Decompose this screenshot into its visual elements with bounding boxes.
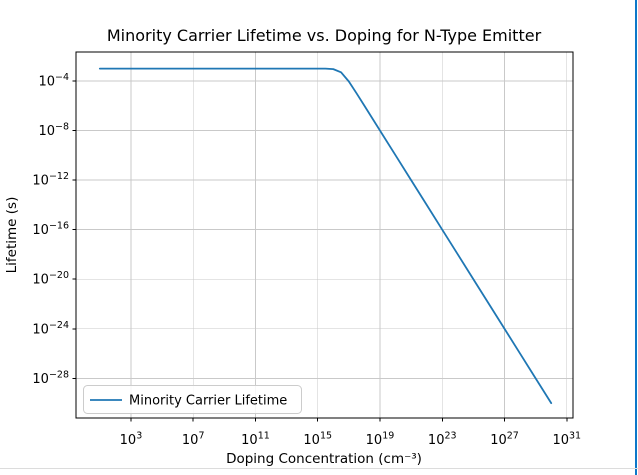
x-tick-label: 1011 [241, 431, 270, 449]
legend: Minority Carrier Lifetime [83, 385, 302, 414]
y-tick-label: 10−24 [32, 320, 69, 338]
y-tick-label: 10−28 [32, 369, 69, 387]
curve-layer [98, 67, 553, 405]
x-tick-label: 1023 [428, 431, 457, 449]
y-tick-label: 10−20 [32, 270, 69, 288]
tick-layer [72, 80, 568, 422]
x-tick-label: 1027 [490, 431, 519, 449]
x-axis-label: Doping Concentration (cm⁻³) [226, 451, 422, 467]
y-axis-label: Lifetime (s) [4, 197, 20, 274]
y-tick-label: 10−16 [32, 221, 69, 239]
minority-carrier-lifetime-curve [98, 67, 553, 405]
y-tick-label: 10−4 [38, 72, 69, 90]
plot-area-border [75, 51, 574, 419]
y-tick-label: 10−8 [38, 122, 69, 140]
x-tick-label: 103 [120, 431, 143, 449]
legend-label: Minority Carrier Lifetime [129, 394, 287, 409]
bottom-divider-line [0, 468, 638, 469]
tick-label-layer: 103 107 1011 1015 1019 1023 1027 1031 10−4 10−8 10… [32, 72, 581, 448]
grid-layer [76, 52, 573, 418]
right-edge-accent-line [635, 0, 637, 475]
y-tick-label: 10−12 [32, 171, 69, 189]
x-tick-label: 1019 [366, 431, 395, 449]
x-tick-label: 1015 [303, 431, 332, 449]
legend-box [83, 385, 302, 414]
x-tick-label: 107 [182, 431, 205, 449]
chart-title: Minority Carrier Lifetime vs. Doping for… [107, 26, 542, 45]
x-tick-label: 1031 [552, 431, 581, 449]
